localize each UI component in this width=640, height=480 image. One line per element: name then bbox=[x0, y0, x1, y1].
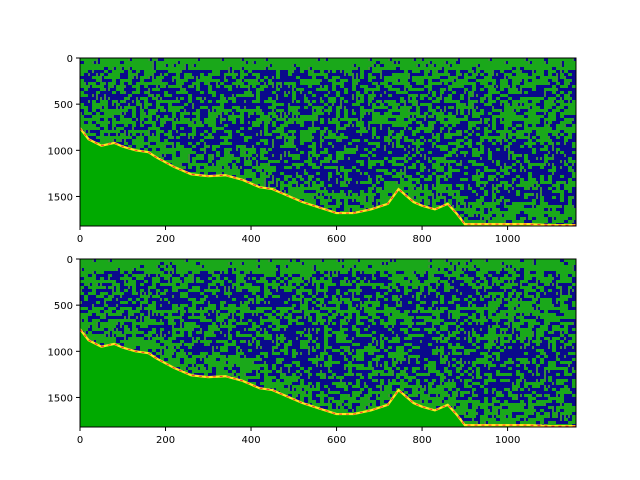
seabed-edge-warm bbox=[80, 328, 576, 427]
seabed-area bbox=[80, 329, 576, 427]
seabed-edge-warm bbox=[80, 127, 576, 226]
y-tick-label: 0 bbox=[67, 54, 73, 65]
x-tick-label: 200 bbox=[156, 234, 175, 245]
x-tick-label: 400 bbox=[241, 234, 260, 245]
y-tick-label: 500 bbox=[54, 100, 73, 111]
x-tick-label: 0 bbox=[77, 234, 83, 245]
y-tick-label: 1000 bbox=[48, 146, 73, 157]
x-tick-label: 200 bbox=[156, 435, 175, 446]
echogram-panel-bottom: 0 200 400 600 800 1000 0 500 1000 1500 bbox=[48, 255, 577, 446]
x-tick-label: 400 bbox=[241, 435, 260, 446]
x-tick-label: 1000 bbox=[495, 435, 520, 446]
echogram-panel-top: 0 200 400 600 800 1000 0 500 1000 1500 bbox=[48, 54, 577, 245]
y-tick-label: 1000 bbox=[48, 347, 73, 358]
y-tick-label: 0 bbox=[67, 255, 73, 266]
x-tick-label: 1000 bbox=[495, 234, 520, 245]
x-tick-label: 600 bbox=[327, 435, 346, 446]
y-tick-label: 1500 bbox=[48, 192, 73, 203]
x-tick-label: 0 bbox=[77, 435, 83, 446]
seabed-area bbox=[80, 128, 576, 226]
x-tick-label: 800 bbox=[413, 234, 432, 245]
y-tick-label: 1500 bbox=[48, 393, 73, 404]
x-tick-label: 600 bbox=[327, 234, 346, 245]
heatmap-image bbox=[80, 58, 576, 226]
axes-frame bbox=[79, 57, 577, 227]
heatmap-cells bbox=[80, 58, 576, 226]
heatmap-image bbox=[80, 259, 576, 427]
x-tick-label: 800 bbox=[413, 435, 432, 446]
heatmap-cells bbox=[80, 259, 576, 427]
axes-frame bbox=[79, 258, 577, 428]
y-tick-label: 500 bbox=[54, 301, 73, 312]
